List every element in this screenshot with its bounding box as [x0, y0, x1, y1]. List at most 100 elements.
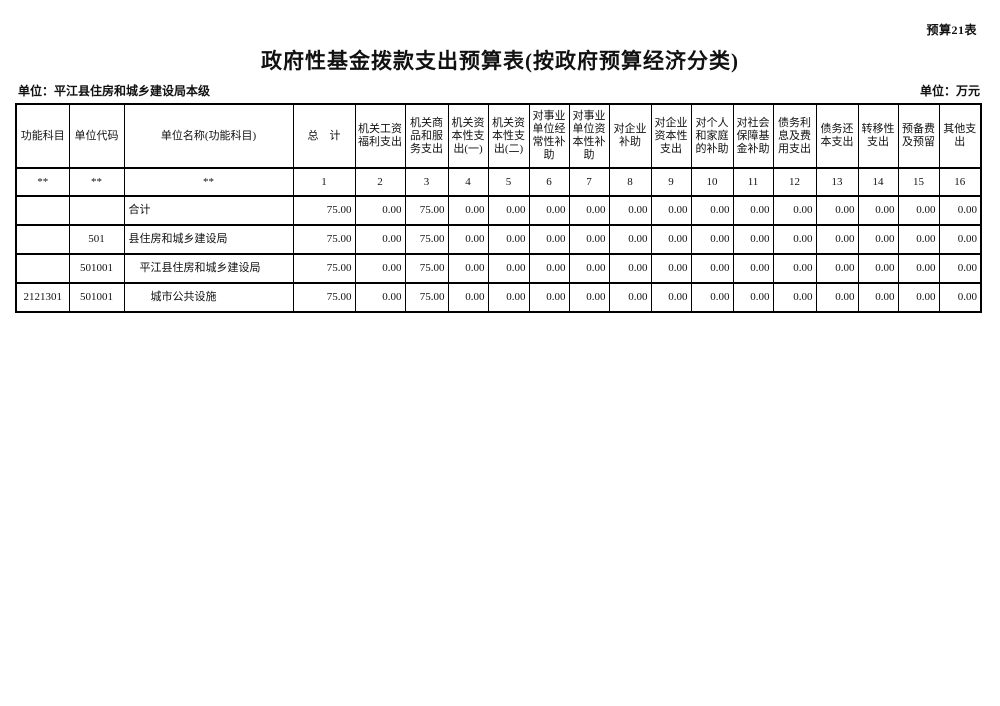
cell-func-code — [15, 195, 70, 226]
column-code-14: 11 — [732, 167, 774, 197]
cell-value-13: 0.00 — [815, 282, 859, 313]
cell-value-14: 0.00 — [857, 224, 899, 255]
column-header-4: 总 计 — [292, 103, 356, 169]
column-code-6: 3 — [404, 167, 449, 197]
column-code-13: 10 — [690, 167, 734, 197]
cell-value-13: 0.00 — [815, 224, 859, 255]
column-code-12: 9 — [650, 167, 692, 197]
cell-value-12: 0.00 — [772, 224, 817, 255]
column-code-1: ** — [15, 167, 70, 197]
column-header-14: 对社会保障基金补助 — [732, 103, 774, 169]
column-header-15: 债务利息及费用支出 — [772, 103, 817, 169]
column-code-11: 8 — [608, 167, 652, 197]
column-header-5: 机关工资福利支出 — [354, 103, 406, 169]
cell-value-4: 0.00 — [447, 253, 489, 284]
cell-value-3: 75.00 — [404, 224, 449, 255]
cell-value-15: 0.00 — [897, 253, 940, 284]
cell-value-6: 0.00 — [528, 253, 570, 284]
cell-value-1: 75.00 — [292, 282, 356, 313]
cell-value-10: 0.00 — [690, 195, 734, 226]
cell-value-11: 0.00 — [732, 224, 774, 255]
cell-value-8: 0.00 — [608, 253, 652, 284]
unit-info-row: 单位：平江县住房和城乡建设局本级 单位：万元 — [18, 82, 980, 99]
cell-value-8: 0.00 — [608, 282, 652, 313]
column-code-9: 6 — [528, 167, 570, 197]
cell-value-1: 75.00 — [292, 195, 356, 226]
column-header-10: 对事业单位资本性补助 — [568, 103, 610, 169]
cell-value-4: 0.00 — [447, 282, 489, 313]
cell-unit-name: 县住房和城乡建设局 — [123, 224, 294, 255]
cell-value-12: 0.00 — [772, 195, 817, 226]
cell-value-10: 0.00 — [690, 253, 734, 284]
column-header-13: 对个人和家庭的补助 — [690, 103, 734, 169]
cell-unit-code: 501001 — [68, 253, 125, 284]
cell-value-14: 0.00 — [857, 195, 899, 226]
cell-value-5: 0.00 — [487, 282, 530, 313]
column-header-12: 对企业资本性支出 — [650, 103, 692, 169]
cell-value-2: 0.00 — [354, 195, 406, 226]
cell-value-8: 0.00 — [608, 195, 652, 226]
cell-value-11: 0.00 — [732, 282, 774, 313]
cell-unit-name: 城市公共设施 — [123, 282, 294, 313]
cell-value-9: 0.00 — [650, 195, 692, 226]
column-header-9: 对事业单位经常性补助 — [528, 103, 570, 169]
cell-value-16: 0.00 — [938, 195, 982, 226]
cell-value-3: 75.00 — [404, 195, 449, 226]
cell-func-code: 2121301 — [15, 282, 70, 313]
unit-currency-label: 单位：万元 — [919, 84, 980, 98]
budget-table-container: 功能科目 单位代码 单位名称(功能科目) 总 计机关工资福利支出 机关商品和服务支出 机关… — [15, 103, 982, 313]
cell-value-10: 0.00 — [690, 282, 734, 313]
cell-value-11: 0.00 — [732, 253, 774, 284]
column-header-18: 预备费及预留 — [897, 103, 940, 169]
column-code-5: 2 — [354, 167, 406, 197]
column-header-7: 机关资本性支出(一) — [447, 103, 489, 169]
column-header-16: 债务还本支出 — [815, 103, 859, 169]
cell-value-4: 0.00 — [447, 195, 489, 226]
cell-value-9: 0.00 — [650, 253, 692, 284]
column-header-1: 功能科目 — [15, 103, 70, 169]
code-row: ** ** ** 1 2 3 4 5 6 7 8 9 10 11 12 13 14 15 16 — [15, 167, 982, 197]
unit-name-label: 单位：平江县住房和城乡建设局本级 — [18, 84, 211, 98]
cell-unit-name: 平江县住房和城乡建设局 — [123, 253, 294, 284]
table-row: 2121301 501001 城市公共设施 75.00 0.00 75.00 0.00 0.0… — [15, 282, 982, 313]
cell-value-7: 0.00 — [568, 195, 610, 226]
cell-value-1: 75.00 — [292, 224, 356, 255]
cell-func-code — [15, 224, 70, 255]
cell-value-8: 0.00 — [608, 224, 652, 255]
cell-value-2: 0.00 — [354, 253, 406, 284]
header-row: 功能科目 单位代码 单位名称(功能科目) 总 计机关工资福利支出 机关商品和服务支出 机关… — [15, 103, 982, 169]
column-header-11: 对企业补助 — [608, 103, 652, 169]
cell-value-12: 0.00 — [772, 282, 817, 313]
table-body: 合计 75.00 0.00 75.00 0.00 0.00 0.00 0.00 0.00 0.00… — [15, 195, 982, 313]
column-code-16: 13 — [815, 167, 859, 197]
cell-value-6: 0.00 — [528, 224, 570, 255]
column-code-8: 5 — [487, 167, 530, 197]
cell-unit-name: 合计 — [123, 195, 294, 226]
cell-value-7: 0.00 — [568, 224, 610, 255]
cell-value-9: 0.00 — [650, 282, 692, 313]
column-code-4: 1 — [292, 167, 356, 197]
column-code-18: 15 — [897, 167, 940, 197]
cell-value-6: 0.00 — [528, 282, 570, 313]
cell-value-7: 0.00 — [568, 253, 610, 284]
cell-value-4: 0.00 — [447, 224, 489, 255]
table-row: 501 县住房和城乡建设局 75.00 0.00 75.00 0.00 0.00 0.00 0.… — [15, 224, 982, 255]
cell-value-14: 0.00 — [857, 253, 899, 284]
cell-value-16: 0.00 — [938, 224, 982, 255]
cell-unit-code: 501 — [68, 224, 125, 255]
cell-value-13: 0.00 — [815, 195, 859, 226]
cell-value-10: 0.00 — [690, 224, 734, 255]
cell-unit-code — [68, 195, 125, 226]
cell-value-15: 0.00 — [897, 195, 940, 226]
cell-value-6: 0.00 — [528, 195, 570, 226]
column-header-2: 单位代码 — [68, 103, 125, 169]
cell-value-3: 75.00 — [404, 282, 449, 313]
cell-value-3: 75.00 — [404, 253, 449, 284]
cell-value-11: 0.00 — [732, 195, 774, 226]
cell-value-15: 0.00 — [897, 224, 940, 255]
cell-value-5: 0.00 — [487, 195, 530, 226]
column-code-17: 14 — [857, 167, 899, 197]
cell-value-12: 0.00 — [772, 253, 817, 284]
cell-value-5: 0.00 — [487, 253, 530, 284]
